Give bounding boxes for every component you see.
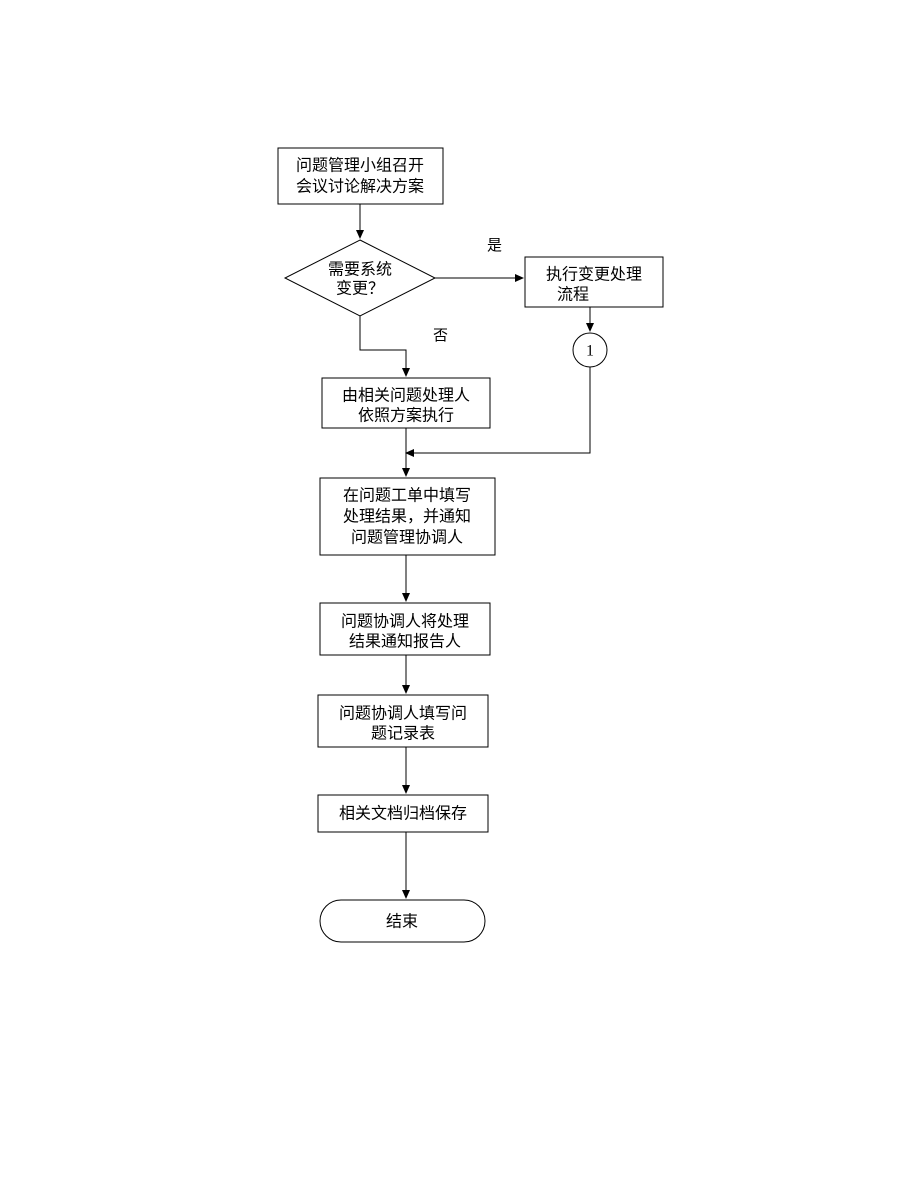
node-fill-line3: 问题管理协调人 bbox=[351, 529, 463, 547]
node-decision-line1: 需要系统 bbox=[328, 261, 392, 279]
node-fill-line1: 在问题工单中填写 bbox=[343, 487, 471, 505]
flowchart-canvas: 问题管理小组召开 会议讨论解决方案 需要系统 变更？ 是 执行变更处理 流程 1… bbox=[0, 0, 920, 1191]
node-change-line1: 执行变更处理 bbox=[546, 266, 642, 284]
node-end: 结束 bbox=[320, 900, 485, 942]
node-meeting: 问题管理小组召开 会议讨论解决方案 bbox=[278, 148, 443, 204]
node-execute-plan: 由相关问题处理人 依照方案执行 bbox=[322, 378, 490, 428]
node-fill-result: 在问题工单中填写 处理结果，并通知 问题管理协调人 bbox=[320, 478, 495, 555]
node-change-line2: 流程 bbox=[557, 286, 589, 304]
node-notify-line1: 问题协调人将处理 bbox=[341, 613, 469, 631]
node-fill-line2: 处理结果，并通知 bbox=[343, 508, 471, 526]
node-decision: 需要系统 变更？ bbox=[285, 240, 435, 316]
node-meeting-line1: 问题管理小组召开 bbox=[296, 157, 424, 175]
node-execute-line1: 由相关问题处理人 bbox=[342, 387, 470, 405]
node-meeting-line2: 会议讨论解决方案 bbox=[296, 178, 424, 196]
label-yes: 是 bbox=[487, 238, 502, 254]
node-end-label: 结束 bbox=[386, 913, 418, 931]
node-archive: 相关文档归档保存 bbox=[318, 795, 488, 832]
node-fill-record: 问题协调人填写问 题记录表 bbox=[318, 695, 488, 747]
node-record-line1: 问题协调人填写问 bbox=[339, 705, 467, 723]
node-archive-line1: 相关文档归档保存 bbox=[339, 805, 467, 823]
node-record-line2: 题记录表 bbox=[371, 725, 435, 743]
node-notify-reporter: 问题协调人将处理 结果通知报告人 bbox=[320, 603, 490, 655]
node-connector-label: 1 bbox=[586, 343, 594, 360]
node-change-process: 执行变更处理 流程 bbox=[525, 257, 663, 307]
node-execute-line2: 依照方案执行 bbox=[358, 407, 454, 425]
node-decision-line2: 变更？ bbox=[336, 280, 384, 298]
node-notify-line2: 结果通知报告人 bbox=[349, 633, 461, 651]
edge-n2-n5 bbox=[360, 316, 406, 376]
node-connector-1: 1 bbox=[573, 333, 607, 367]
label-no: 否 bbox=[433, 328, 448, 344]
